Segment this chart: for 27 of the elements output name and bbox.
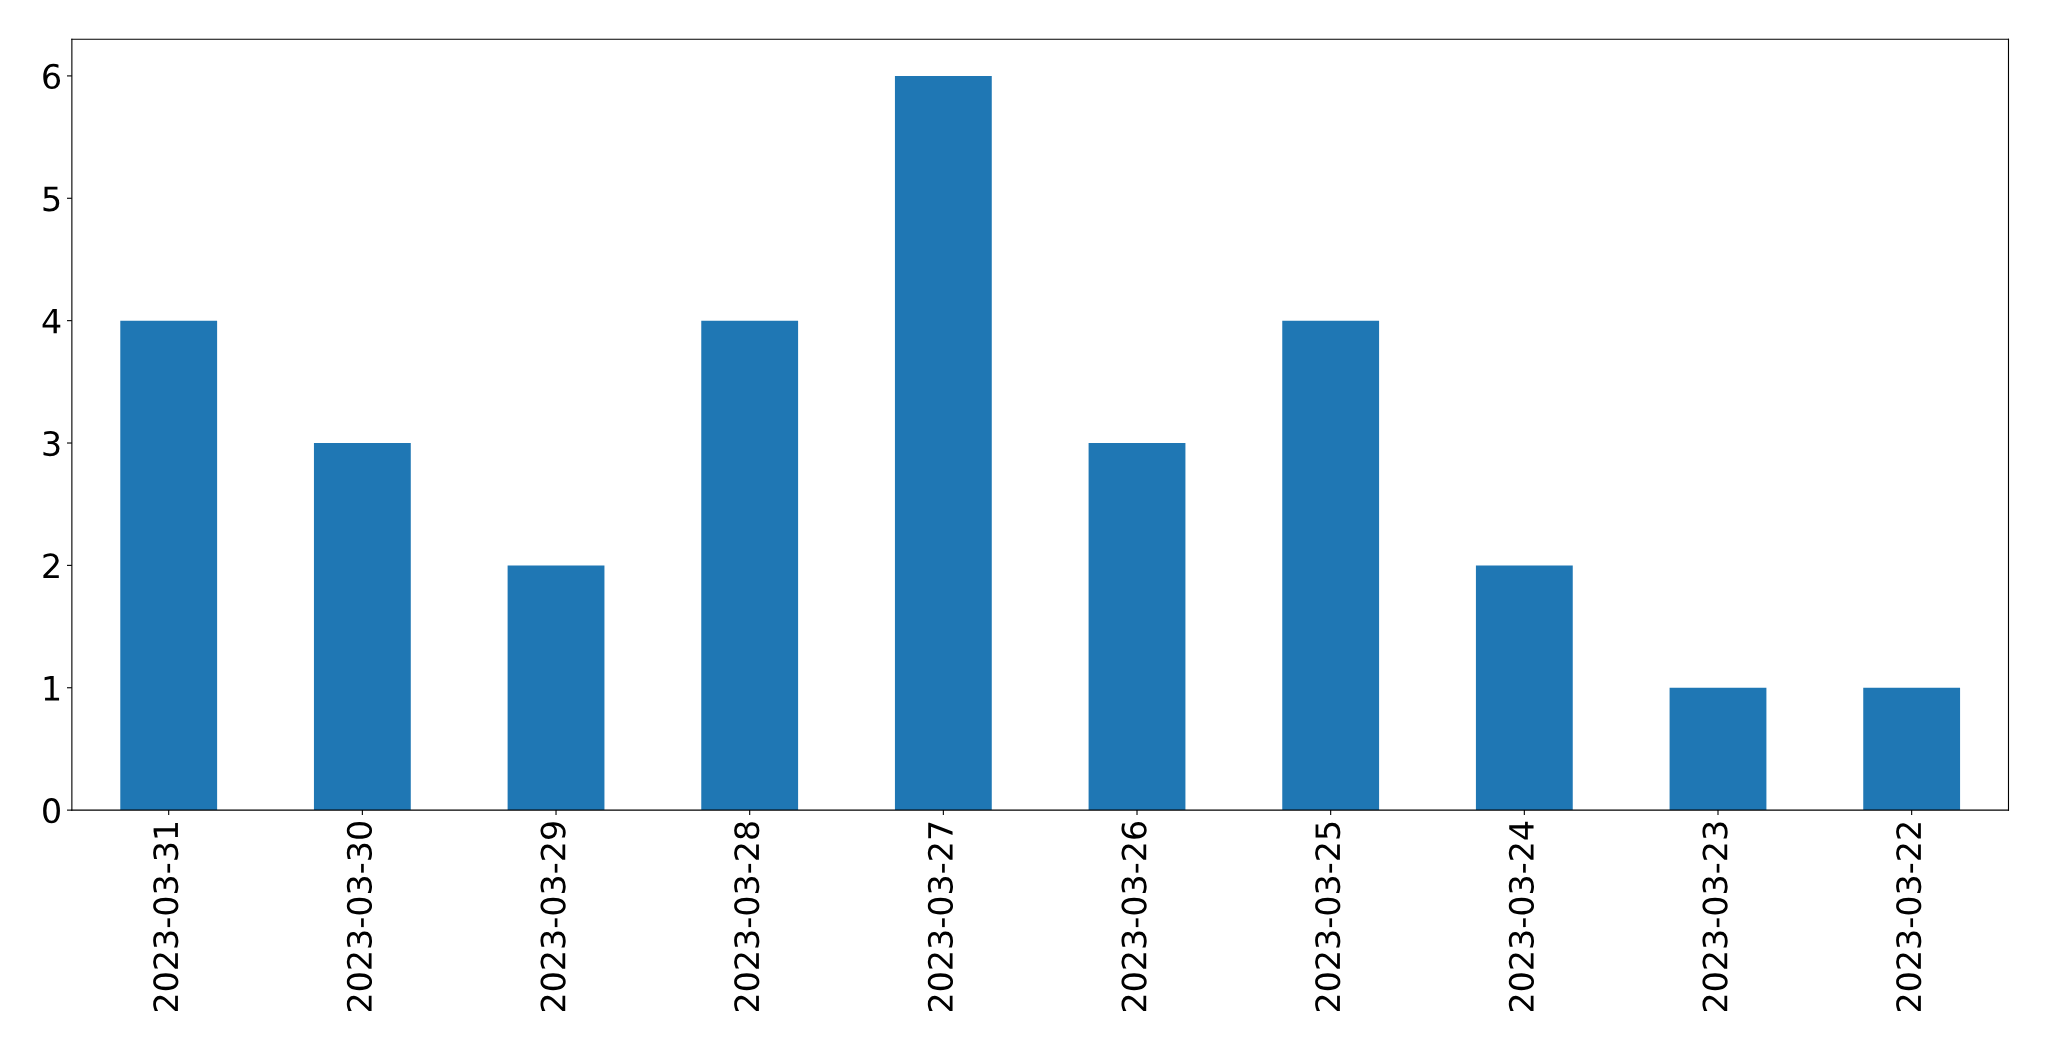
x-tick-label: 2023-03-30 (346, 822, 373, 1012)
bar (120, 320, 218, 811)
bar (894, 75, 992, 811)
bar (507, 565, 605, 811)
bar (1088, 443, 1186, 811)
x-tick-label: 2023-03-31 (153, 822, 179, 1012)
y-tick-label: 5 (43, 186, 60, 212)
bar (1863, 687, 1961, 811)
bar (701, 320, 799, 811)
x-tick-label: 2023-03-26 (1121, 821, 1147, 1012)
x-tick-label: 2023-03-29 (540, 822, 566, 1012)
x-tick-label: 2023-03-24 (1508, 821, 1535, 1012)
x-tick-label: 2023-03-28 (734, 822, 760, 1012)
y-tick-label: 4 (42, 309, 61, 334)
x-tick-label: 2023-03-25 (1315, 822, 1341, 1012)
bar (1475, 565, 1573, 811)
y-tick-label: 0 (43, 798, 60, 824)
y-tick-label: 6 (43, 63, 61, 90)
x-tick-label: 2023-03-27 (927, 822, 954, 1012)
x-tick-label: 2023-03-23 (1702, 822, 1728, 1012)
bar (1669, 687, 1767, 811)
bar (313, 443, 411, 811)
bar (1282, 320, 1380, 811)
y-tick-label: 1 (44, 676, 60, 701)
y-tick-label: 3 (43, 430, 60, 457)
y-tick-label: 2 (43, 553, 59, 579)
x-tick-label: 2023-03-22 (1896, 823, 1922, 1012)
